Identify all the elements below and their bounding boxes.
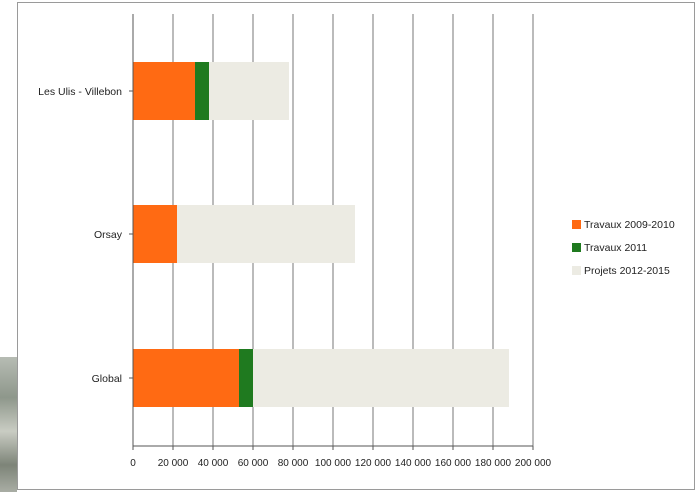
legend: Travaux 2009-2010 Travaux 2011 Projets 201… <box>572 219 675 277</box>
x-tick-label: 160 000 <box>435 458 472 469</box>
legend-label: Projets 2012-2015 <box>584 265 670 277</box>
legend-swatch <box>572 243 581 252</box>
chart-frame <box>17 2 695 490</box>
bar-segment <box>253 349 509 407</box>
bar-segment <box>239 349 253 407</box>
legend-label: Travaux 2009-2010 <box>584 219 675 231</box>
x-tick-label: 60 000 <box>238 458 269 469</box>
x-tick-label: 120 000 <box>355 458 392 469</box>
background-photo-fragment <box>0 357 17 492</box>
category-labels: Les Ulis - Villebon Orsay Global <box>38 86 123 385</box>
bar-segment <box>133 62 195 120</box>
x-tick-label: 180 000 <box>475 458 512 469</box>
x-tick-label: 200 000 <box>515 458 552 469</box>
x-tick-label: 20 000 <box>158 458 189 469</box>
category-label: Les Ulis - Villebon <box>38 86 122 98</box>
axes <box>129 14 534 450</box>
x-tick-label: 100 000 <box>315 458 352 469</box>
bar-segment <box>133 349 239 407</box>
x-tick-label: 40 000 <box>198 458 229 469</box>
bars <box>133 62 509 407</box>
x-tick-label: 80 000 <box>278 458 309 469</box>
bar-segment <box>209 62 289 120</box>
legend-swatch <box>572 220 581 229</box>
x-tick-label: 0 <box>130 458 136 469</box>
legend-swatch <box>572 266 581 275</box>
legend-label: Travaux 2011 <box>584 242 647 254</box>
x-tick-labels: 0 20 000 40 000 60 000 80 000 100 000 120 000 1… <box>130 458 551 469</box>
bar-segment <box>177 205 355 263</box>
bar-segment <box>195 62 209 120</box>
category-label: Global <box>92 373 122 385</box>
bar-segment <box>133 205 177 263</box>
category-label: Orsay <box>94 229 123 241</box>
x-tick-label: 140 000 <box>395 458 432 469</box>
